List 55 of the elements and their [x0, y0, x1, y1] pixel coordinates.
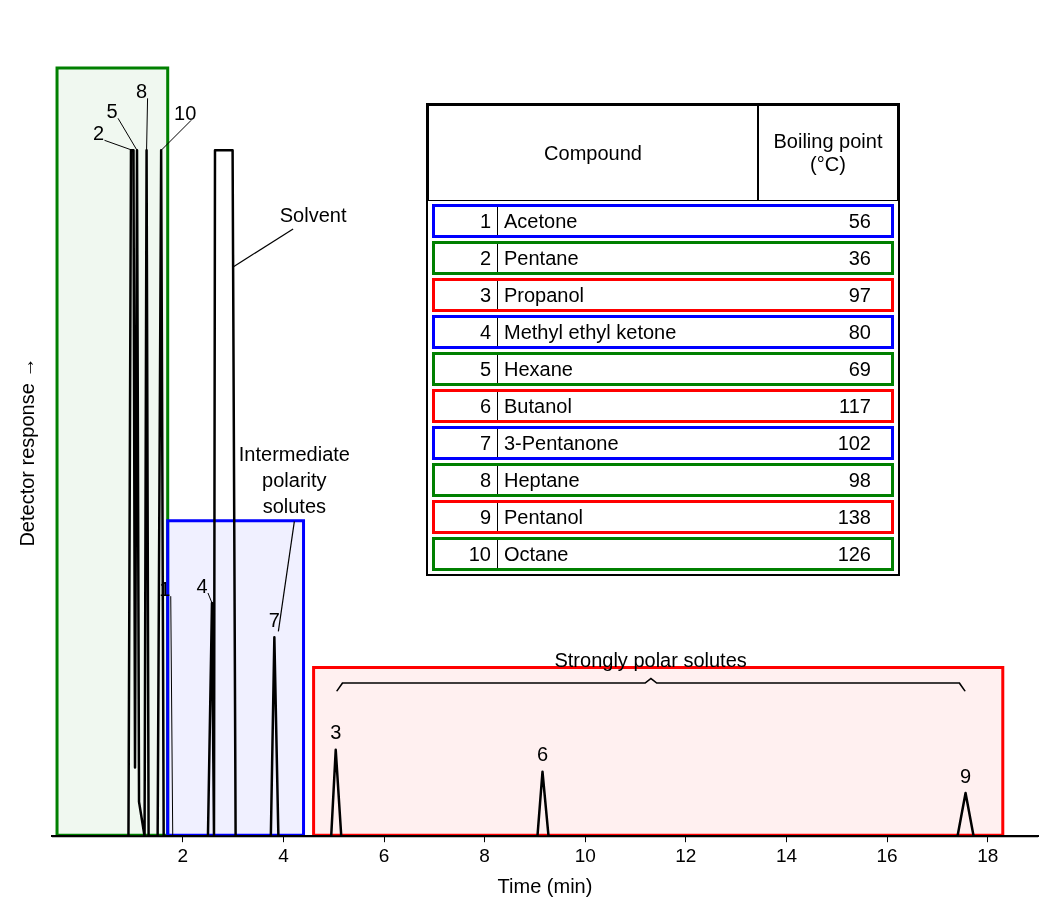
x-tick-label: 8	[479, 844, 490, 866]
annotation: 7	[435, 429, 498, 457]
annotation: 80	[847, 320, 872, 345]
annotation: 10	[174, 101, 197, 124]
annotation: 102	[836, 431, 872, 456]
annotation: 1	[435, 207, 498, 235]
annotation: Propanol	[503, 283, 586, 308]
annotation: 138	[836, 505, 872, 530]
annotation: 9	[435, 503, 498, 531]
annotation: Methyl ethyl ketone	[503, 320, 678, 345]
annotation: 126	[836, 542, 872, 567]
x-tick-label: 18	[977, 844, 999, 866]
annotation: 2	[435, 244, 498, 272]
annotation: 6	[435, 392, 498, 420]
annotation: Pentane	[503, 246, 580, 271]
annotation: 117	[838, 394, 872, 419]
annotation: 2	[92, 121, 105, 144]
annotation: Acetone	[503, 209, 579, 234]
annotation: 8	[435, 466, 498, 494]
annotation: 36	[847, 246, 872, 271]
annotation: Intermediate polarity solutes	[238, 442, 350, 517]
x-axis-title: Time (min)	[497, 874, 593, 897]
x-tick-label: 10	[574, 844, 596, 866]
annotation: 6	[536, 743, 549, 766]
annotation: 9	[960, 764, 972, 787]
annotation: Octane	[503, 542, 570, 567]
annotation: 4	[196, 574, 208, 597]
x-tick-label: 4	[278, 844, 290, 866]
annotation: 97	[847, 283, 872, 308]
x-tick-label: 2	[177, 844, 189, 866]
annotation: Boiling point (°C)	[758, 105, 898, 201]
annotation: 7	[268, 608, 280, 631]
annotation: 8	[136, 79, 148, 102]
y-axis-title: Detector response →	[15, 357, 38, 547]
annotation: 69	[847, 357, 872, 382]
annotation: Heptane	[503, 468, 581, 493]
annotation: 10	[435, 540, 498, 568]
x-tick-label: 12	[675, 844, 697, 866]
x-tick-label: 16	[876, 844, 898, 866]
annotation: 5	[435, 355, 498, 383]
annotation: 3	[435, 281, 498, 309]
annotation: 98	[847, 468, 872, 493]
annotation: Butanol	[503, 394, 573, 419]
annotation: 4	[435, 318, 498, 346]
annotation: Compound	[428, 105, 758, 201]
annotation: Pentanol	[503, 505, 584, 530]
annotation: Solvent	[279, 204, 347, 227]
annotation: Strongly polar solutes	[553, 649, 748, 673]
annotation: 3	[330, 721, 342, 744]
annotation: 3-Pentanone	[503, 431, 620, 456]
annotation: Hexane	[503, 357, 574, 382]
x-tick-label: 6	[378, 844, 390, 866]
annotation: 56	[847, 209, 872, 234]
annotation: 5	[106, 99, 118, 122]
x-tick-label: 14	[775, 844, 798, 866]
